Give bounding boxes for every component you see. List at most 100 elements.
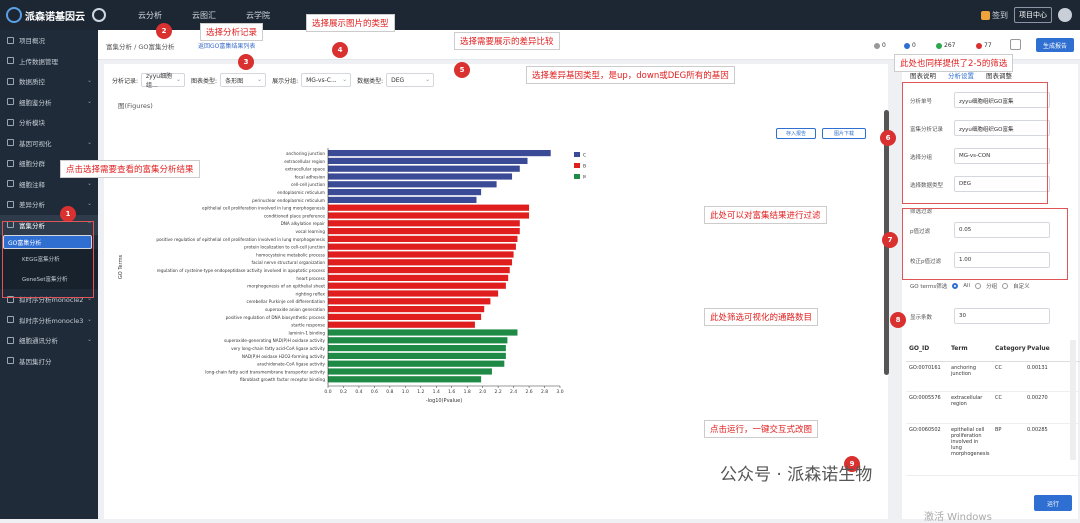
table-row[interactable]: GO:0060502 epithelial cell proliferation … xyxy=(906,424,1080,476)
group-select[interactable]: MG-vs-C... ⌄ xyxy=(301,73,352,87)
bar-label: homocysteine metabolic process xyxy=(256,252,325,257)
annotation-number: 9 xyxy=(844,456,860,472)
sidebar-sub-go[interactable]: GO富集分析 xyxy=(3,235,92,249)
settings-panel: 图表说明 分析设置 图表调整 分析单号 zyyu细胞组织GO富集 富集分析记录 zy… xyxy=(902,64,1078,519)
sidebar-item-annotation[interactable]: 细胞注释 ⌄ xyxy=(0,174,98,195)
sidebar-item-geneset-score[interactable]: 基因集打分 xyxy=(0,351,98,372)
bar-label: perinuclear endoplasmic reticulum xyxy=(252,198,325,203)
filter-section-title: 筛选过滤 xyxy=(910,209,933,215)
table-row[interactable]: GO:0005576 extracellular region CC 0.00270 xyxy=(906,392,1080,424)
sidebar-item-qc[interactable]: 数据质控 ⌄ xyxy=(0,71,98,92)
cluster-icon xyxy=(7,159,14,167)
x-tick-label: 0.2 xyxy=(340,389,347,395)
sidebar-item-label: 细胞通讯分析 xyxy=(19,337,58,346)
sidebar-item-monocle3[interactable]: 拟时序分析monocle3 ⌄ xyxy=(0,310,98,331)
generate-report-button[interactable]: 生成报告 xyxy=(1036,38,1074,52)
bar-label: laminin-1 binding xyxy=(288,330,325,335)
avatar[interactable] xyxy=(1058,8,1072,22)
analysis-record-select[interactable]: zyyu细胞组... ⌄ xyxy=(141,73,186,89)
refresh-icon[interactable] xyxy=(1010,39,1021,50)
sidebar-item-label: 数据质控 xyxy=(19,78,45,87)
highlight-box-6 xyxy=(902,82,1048,204)
table-row[interactable]: GO:0070161 anchoring junction CC 0.00131 xyxy=(906,362,1080,392)
field-data-type: 选择数据类型 DEG xyxy=(902,176,1078,194)
analysis-id-input[interactable]: zyyu细胞组织GO富集 xyxy=(954,92,1050,108)
bar-bp xyxy=(328,282,506,289)
tab-chart-adjust[interactable]: 图表调整 xyxy=(986,72,1012,80)
sidebar-sub-kegg[interactable]: KEGG富集分析 xyxy=(0,249,98,269)
chevron-down-icon: ⌄ xyxy=(86,315,92,323)
sidebar-item-cellchat[interactable]: 细胞通讯分析 ⌄ xyxy=(0,330,98,351)
annotation-label: 点击选择需要查看的富集分析结果 xyxy=(60,160,200,178)
download-image-button[interactable]: 图片下载 xyxy=(822,128,866,139)
chart-type-select[interactable]: 条形图 ⌄ xyxy=(220,73,267,87)
radio-all-icon[interactable] xyxy=(952,283,959,289)
save-to-report-button[interactable]: 存入报告 xyxy=(776,128,816,139)
x-tick-label: 0.6 xyxy=(371,389,378,395)
bar-label: fibroblast growth factor receptor bindin… xyxy=(240,377,325,382)
sidebar-item-label: 基因可视化 xyxy=(19,139,52,148)
sidebar-item-modules[interactable]: 分析模块 xyxy=(0,112,98,133)
sign-in-button[interactable]: 签到 xyxy=(981,10,1008,21)
annotation-label: 选择分析记录 xyxy=(200,23,264,41)
padj-input[interactable]: 1.00 xyxy=(954,252,1050,268)
x-tick-label: 3.0 xyxy=(556,389,563,395)
back-to-list-link[interactable]: 返回GO富集结果列表 xyxy=(198,43,256,50)
bar-label: protein localization to cell-cell juncti… xyxy=(244,245,325,250)
field-group: 选择分组 MG-vs-CON xyxy=(902,148,1078,166)
radio-custom-icon[interactable] xyxy=(1002,283,1009,289)
app-logo[interactable]: 派森诺基因云 xyxy=(6,6,106,24)
x-tick-label: 1.4 xyxy=(433,389,440,395)
bar-cc xyxy=(328,150,551,157)
annotation-number: 8 xyxy=(890,312,906,328)
bar-label: extracellular region xyxy=(284,159,325,164)
bar-label: focal adhesion xyxy=(295,174,326,179)
chevron-down-icon: ⌄ xyxy=(86,336,92,343)
top-bar: 派森诺基因云 云分析 云图汇 云学院 签到 项目中心 xyxy=(0,0,1080,30)
status-dot xyxy=(936,42,942,49)
chevron-down-icon: ⌄ xyxy=(176,76,182,83)
annotation-number: 1 xyxy=(60,206,76,222)
run-button[interactable]: 运行 xyxy=(1034,495,1072,511)
nav-cloud-analysis[interactable]: 云分析 xyxy=(138,11,162,20)
table-scrollbar[interactable] xyxy=(1070,340,1076,460)
x-tick-label: 0.4 xyxy=(355,389,362,395)
chevron-down-icon: ⌄ xyxy=(86,138,92,146)
group-select-right[interactable]: MG-vs-CON xyxy=(954,148,1050,164)
sidebar-item-label: 分析模块 xyxy=(19,119,45,128)
chevron-down-icon: ⌄ xyxy=(86,200,92,207)
record-select[interactable]: zyyu细胞组织GO富集 xyxy=(954,120,1050,136)
tab-chart-description[interactable]: 图表说明 xyxy=(910,72,936,80)
comm-icon xyxy=(7,336,14,344)
bar-label: long-chain fatty acid transmembrane tran… xyxy=(205,369,325,374)
x-tick-label: 2.6 xyxy=(525,389,532,395)
status-dot xyxy=(904,42,910,49)
annotation-icon xyxy=(7,180,14,188)
sidebar-item-upload-data[interactable]: 上传数据管理 xyxy=(0,51,98,72)
sidebar-item-gene-vis[interactable]: 基因可视化 ⌄ xyxy=(0,133,98,154)
data-type-select[interactable]: DEG ⌄ xyxy=(386,73,435,87)
data-type-select-right[interactable]: DEG xyxy=(954,176,1050,192)
windows-watermark: 激活 Windows xyxy=(924,512,992,523)
pvalue-input[interactable]: 0.05 xyxy=(954,222,1050,238)
bar-bp xyxy=(328,267,510,274)
field-padj: 校正p值过滤 1.00 xyxy=(902,252,1078,270)
sidebar-sub-geneset[interactable]: GeneSet富集分析 xyxy=(0,269,98,289)
sidebar-item-monocle2[interactable]: 拟时序分析monocle2 ⌄ xyxy=(0,289,98,310)
radio-group-icon[interactable] xyxy=(975,283,982,289)
sidebar-item-diff[interactable]: 差异分析 ⌄ xyxy=(0,194,98,215)
sidebar-item-label: 差异分析 xyxy=(19,201,45,210)
chevron-down-icon: ⌄ xyxy=(86,179,92,187)
project-center-button[interactable]: 项目中心 xyxy=(1014,7,1052,23)
chevron-down-icon: ⌄ xyxy=(342,76,348,83)
nav-cloud-gallery[interactable]: 云图汇 xyxy=(192,11,216,20)
highlight-box-1 xyxy=(2,221,94,298)
filter-label-data-type: 数据类型: xyxy=(357,77,384,85)
breadcrumb: 富集分析 / GO富集分析 xyxy=(106,43,175,51)
nav-cloud-academy[interactable]: 云学院 xyxy=(246,11,270,20)
sidebar-item-cell-analysis[interactable]: 细胞鉴分析 ⌄ xyxy=(0,92,98,113)
sidebar-item-project-overview[interactable]: 项目概况 xyxy=(0,30,98,51)
show-count-input[interactable]: 30 xyxy=(954,308,1050,324)
go-enrichment-bar-chart: anchoring junction extracellular region ex… xyxy=(118,148,586,404)
x-tick-label: 0.8 xyxy=(386,389,393,395)
